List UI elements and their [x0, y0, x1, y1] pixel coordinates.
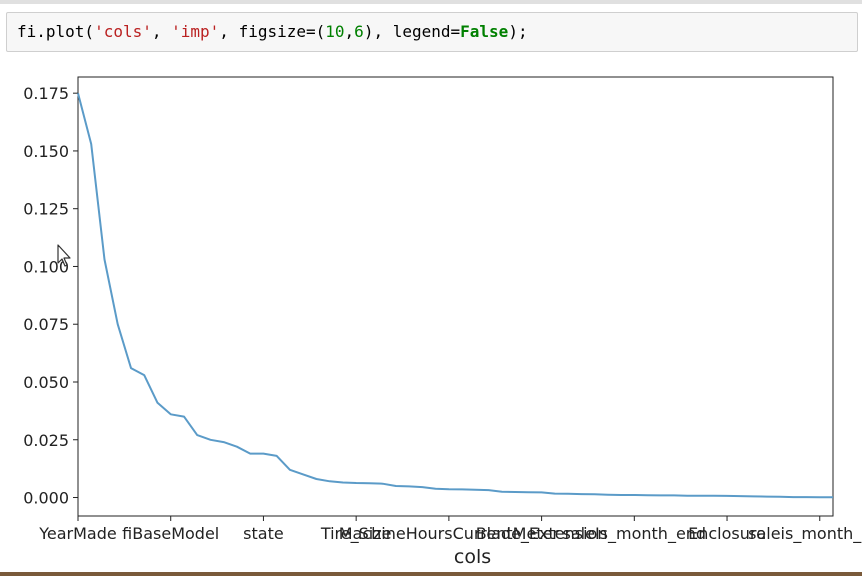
y-tick-label: 0.025: [23, 431, 69, 450]
line-chart: 0.0000.0250.0500.0750.1000.1250.1500.175…: [23, 76, 862, 568]
code-token: , figsize=(: [219, 22, 326, 41]
y-tick-label: 0.075: [23, 315, 69, 334]
x-tick-label: MachineHoursCurrentMeter: [339, 524, 560, 543]
x-tick-label: fiBaseModel: [122, 524, 219, 543]
code-token: 'cols': [94, 22, 152, 41]
x-tick-label: Tire_Size: [320, 524, 392, 544]
code-token: );: [508, 22, 528, 41]
code-token: ), legend=: [363, 22, 461, 41]
code-token: ,: [344, 22, 355, 41]
code-token: 'imp': [171, 22, 220, 41]
bottom-divider: [0, 572, 862, 576]
y-tick-label: 0.000: [23, 489, 69, 508]
code-token: 6: [354, 22, 364, 41]
code-cell[interactable]: fi.plot('cols', 'imp', figsize=(10,6), l…: [6, 12, 858, 52]
y-tick-label: 0.150: [23, 142, 69, 161]
x-tick-label: Blade_Extension: [476, 524, 608, 544]
x-axis-title: cols: [454, 546, 491, 568]
code-token: fi.plot(: [17, 22, 95, 41]
x-tick-label: Enclosure: [688, 524, 766, 543]
plot-frame: [77, 76, 834, 517]
series-line: [77, 92, 833, 499]
plot-output: 0.000 0.025 0.050 0.075 0.100 0.125 0.150 0.175…: [0, 60, 862, 572]
mouse-cursor-icon: [57, 244, 71, 267]
x-tick-label: saleIs_month_end: [563, 524, 707, 544]
code-token: False: [460, 22, 509, 41]
y-tick-label: 0.175: [23, 84, 69, 103]
top-divider: [0, 0, 862, 4]
y-tick-label: 0.050: [23, 373, 69, 392]
code-token: ,: [151, 22, 172, 41]
x-tick-label: YearMade: [38, 524, 116, 543]
code-line[interactable]: fi.plot('cols', 'imp', figsize=(10,6), l…: [17, 22, 528, 41]
code-token: 10: [325, 22, 345, 41]
x-tick-label: saleis_month_end: [748, 524, 862, 544]
y-tick-label: 0.125: [23, 200, 69, 219]
x-tick-label: state: [243, 524, 284, 543]
